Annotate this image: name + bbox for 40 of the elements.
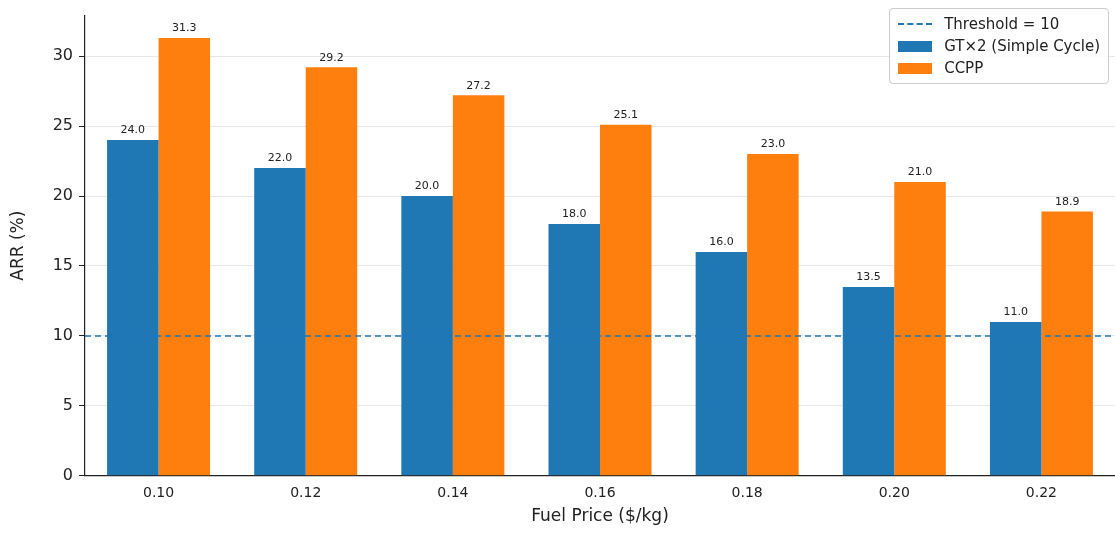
x-tick-label: 0.10 xyxy=(142,483,175,500)
y-tick-label: 30 xyxy=(52,45,73,65)
y-tick-label: 25 xyxy=(52,115,73,135)
data-label: 21.0 xyxy=(907,165,933,179)
data-label: 29.2 xyxy=(319,50,344,64)
x-tick-label: 0.16 xyxy=(584,483,616,500)
data-label: 27.2 xyxy=(466,78,491,92)
x-tick-label: 0.12 xyxy=(290,483,322,500)
y-axis-title: ARR (%) xyxy=(6,210,27,281)
x-tick-label: 0.20 xyxy=(878,483,910,500)
data-label: 31.3 xyxy=(172,21,197,35)
y-tick-label: 10 xyxy=(52,325,73,345)
legend-label: Threshold = 10 xyxy=(944,15,1060,33)
x-tick-label: 0.14 xyxy=(437,483,469,500)
data-label: 13.5 xyxy=(856,270,881,284)
data-label: 22.0 xyxy=(267,151,293,165)
data-label: 24.0 xyxy=(120,123,146,137)
data-label: 20.0 xyxy=(414,179,440,193)
bar xyxy=(158,37,211,476)
bar xyxy=(452,95,505,476)
data-label: 11.0 xyxy=(1003,305,1028,319)
y-tick-label: 15 xyxy=(52,255,73,275)
bar xyxy=(1041,211,1093,476)
data-label: 18.0 xyxy=(562,207,587,221)
legend-label: CCPP xyxy=(944,59,984,77)
data-label: 23.0 xyxy=(760,137,786,151)
data-label: 16.0 xyxy=(709,235,734,249)
x-tick-label: 0.22 xyxy=(1025,483,1058,500)
bar xyxy=(305,67,358,476)
legend-label: GT×2 (Simple Cycle) xyxy=(944,37,1100,55)
x-tick-label: 0.18 xyxy=(731,483,763,500)
y-tick-label: 20 xyxy=(52,185,73,205)
y-tick-label: 0 xyxy=(62,464,73,484)
data-label: 25.1 xyxy=(613,108,638,122)
y-tick-label: 5 xyxy=(62,395,73,415)
bar xyxy=(894,182,946,476)
bar xyxy=(747,154,799,476)
bar xyxy=(600,124,652,476)
data-label: 18.9 xyxy=(1054,194,1080,208)
x-axis-title: Fuel Price ($/kg) xyxy=(531,505,669,526)
